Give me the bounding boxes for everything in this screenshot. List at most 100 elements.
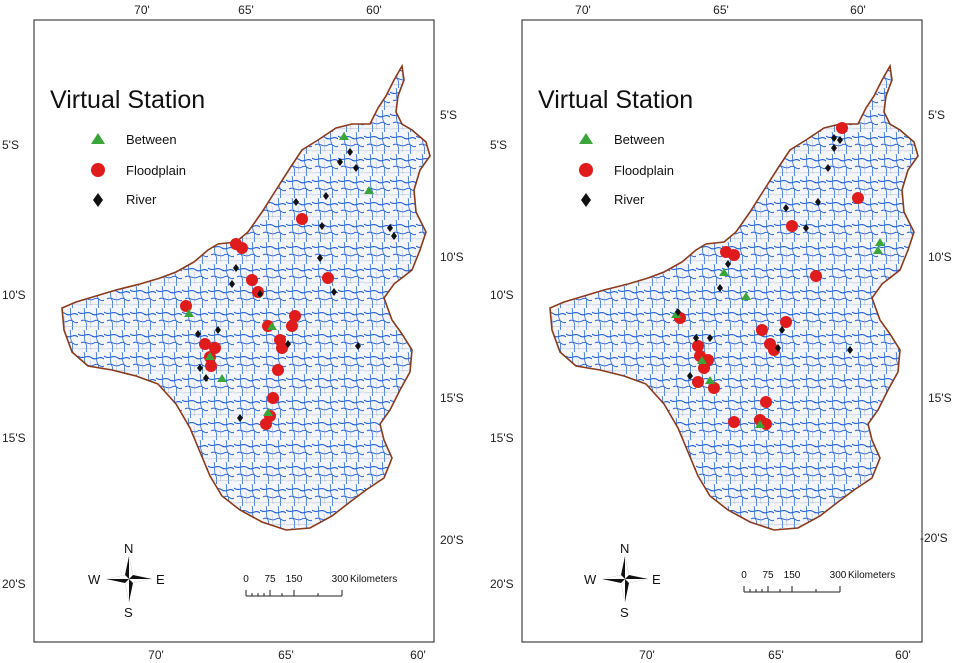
- river-station: [775, 344, 781, 352]
- floodplain-station: [286, 320, 298, 332]
- floodplain-station: [322, 272, 334, 284]
- floodplain-station: [205, 360, 217, 372]
- floodplain-station: [236, 242, 248, 254]
- left-compass-rose-highlight3-icon: [125, 579, 129, 602]
- river-station: [355, 342, 361, 350]
- floodplain-station: [692, 340, 704, 352]
- left-lat-10s: 10'S: [2, 288, 26, 302]
- left-legend: Between Floodplain River: [91, 132, 186, 207]
- river-station: [675, 308, 681, 316]
- right-top-lon-60: 60': [850, 3, 866, 17]
- floodplain-station: [852, 192, 864, 204]
- floodplain-station: [760, 396, 772, 408]
- floodplain-station: [276, 342, 288, 354]
- left-scale-tick-300: 300: [332, 574, 349, 585]
- right-legend-floodplain-label: Floodplain: [614, 163, 674, 178]
- left-right-lat-20s: 20'S: [440, 533, 464, 547]
- right-map-frame: [521, 19, 923, 643]
- left-floodplain-stations: [180, 213, 334, 430]
- left-legend-between-icon: [91, 133, 105, 144]
- left-compass-rose-highlight2-icon: [129, 579, 152, 583]
- right-legend-river-icon: [581, 193, 591, 207]
- river-station: [197, 364, 203, 372]
- river-station: [803, 224, 809, 232]
- floodplain-station: [289, 310, 301, 322]
- right-compass: N S W E: [584, 541, 661, 620]
- left-scale-tick-0: 0: [243, 574, 249, 585]
- left-bottom-lon-60: 60': [410, 648, 426, 662]
- river-station: [725, 260, 731, 268]
- floodplain-station: [209, 342, 221, 354]
- right-basin-river-network: [549, 63, 919, 531]
- right-scale-ticks: [743, 586, 841, 592]
- between-station: [873, 246, 883, 254]
- right-right-lat-5s: 5'S: [928, 108, 945, 122]
- river-station: [353, 164, 359, 172]
- river-station: [317, 254, 323, 262]
- left-bottom-lon-65: 65': [278, 648, 294, 662]
- left-top-lon-65: 65': [238, 3, 254, 17]
- floodplain-station: [260, 418, 272, 430]
- right-compass-rose-highlight2-icon: [625, 579, 648, 583]
- right-compass-w: W: [584, 572, 597, 587]
- between-station: [263, 408, 273, 416]
- between-station: [671, 310, 681, 318]
- right-compass-e: E: [652, 572, 661, 587]
- right-top-lon-70: 70': [575, 3, 591, 17]
- left-scale-tick-75: 75: [264, 574, 276, 585]
- right-legend-between-icon: [579, 133, 593, 144]
- right-river-stations: [675, 134, 853, 380]
- river-station: [707, 334, 713, 342]
- between-station: [875, 238, 885, 246]
- right-compass-n: N: [620, 541, 629, 556]
- between-station: [697, 356, 707, 364]
- left-compass-e: E: [156, 572, 165, 587]
- floodplain-station: [252, 286, 264, 298]
- between-station: [339, 132, 349, 140]
- right-legend: Between Floodplain River: [579, 132, 674, 207]
- river-station: [847, 346, 853, 354]
- floodplain-station: [246, 274, 258, 286]
- floodplain-station: [836, 122, 848, 134]
- left-map: 70' 65' 60' 70' 65' 60' 5'S 10'S 15'S 20…: [2, 3, 464, 662]
- between-station: [741, 292, 751, 300]
- left-right-lat-15s: 15'S: [440, 391, 464, 405]
- right-map: 70' 65' 60' 70' 65' 60' 5'S 10'S 15'S 20…: [490, 3, 952, 662]
- left-right-lat-10s: 10'S: [440, 250, 464, 264]
- left-compass-n: N: [124, 541, 133, 556]
- right-bottom-lon-70: 70': [639, 648, 655, 662]
- left-compass: N S W E: [88, 541, 165, 620]
- right-compass-rose-highlight-icon: [625, 556, 629, 579]
- river-station: [331, 288, 337, 296]
- floodplain-station: [708, 382, 720, 394]
- left-lat-15s: 15'S: [2, 431, 26, 445]
- river-station: [293, 198, 299, 206]
- right-left-lat-5s: 5'S: [490, 138, 507, 152]
- right-map-title: Virtual Station: [538, 86, 693, 114]
- left-scale-unit: Kilometers: [350, 574, 397, 585]
- floodplain-station: [692, 376, 704, 388]
- right-left-lat-15s: 15'S: [490, 431, 514, 445]
- river-station: [229, 280, 235, 288]
- floodplain-station: [780, 316, 792, 328]
- floodplain-station: [756, 324, 768, 336]
- river-station: [687, 372, 693, 380]
- right-top-lon-65: 65': [713, 3, 729, 17]
- right-right-lat-15s: 15'S: [928, 391, 952, 405]
- river-station: [837, 136, 843, 144]
- river-station: [825, 164, 831, 172]
- left-legend-between-label: Between: [126, 132, 177, 147]
- right-bottom-lon-60: 60': [895, 648, 911, 662]
- right-scale-tick-300: 300: [830, 570, 847, 581]
- left-scale-ticks: [245, 590, 343, 596]
- river-station: [237, 414, 243, 422]
- right-compass-rose-highlight4-icon: [602, 575, 625, 579]
- left-compass-w: W: [88, 572, 101, 587]
- floodplain-station: [272, 364, 284, 376]
- floodplain-station: [199, 338, 211, 350]
- right-legend-river-label: River: [614, 192, 645, 207]
- river-station: [319, 222, 325, 230]
- right-legend-between-label: Between: [614, 132, 665, 147]
- right-left-lat-10s: 10'S: [490, 288, 514, 302]
- between-station: [217, 374, 227, 382]
